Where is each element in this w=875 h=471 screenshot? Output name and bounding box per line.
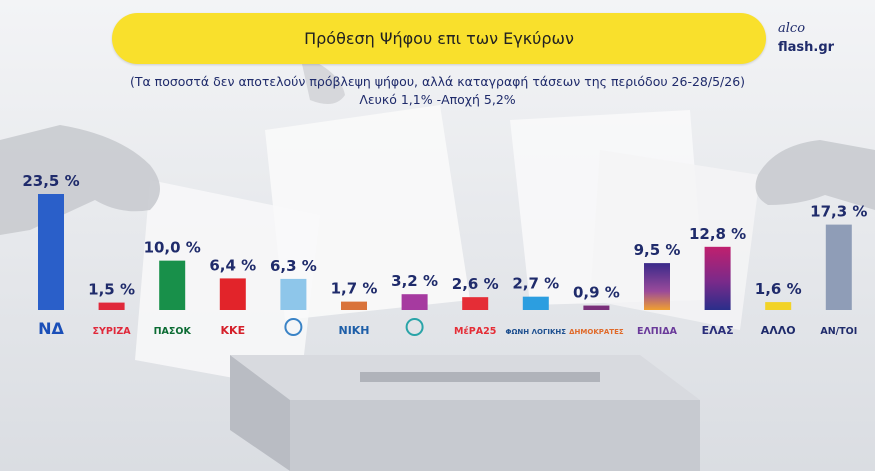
subtitle-note: (Τα ποσοστά δεν αποτελούν πρόβλεψη ψήφου…	[129, 74, 746, 89]
subtitle-blank-abstention: Λευκό 1,1% -Αποχή 5,2%	[359, 92, 516, 107]
party-logo-1: ΣΥΡΙΖΑ	[93, 326, 132, 337]
bar-0	[38, 194, 64, 310]
party-logo-2: ΠΑΣΟΚ	[154, 326, 192, 337]
value-label-0: 23,5 %	[22, 172, 79, 190]
bar-5	[341, 301, 367, 310]
party-logo-5: ΝΙΚΗ	[338, 324, 369, 337]
value-label-13: 17,3 %	[810, 203, 867, 221]
bar-1	[98, 302, 125, 310]
party-logo-10: ΕΛΠΙΔΑ	[637, 326, 678, 337]
value-label-7: 2,6 %	[452, 275, 499, 293]
brand-line-2: flash.gr	[778, 40, 835, 55]
party-logo-7: ΜέΡΑ25	[454, 326, 496, 337]
party-logo-0: ΝΔ	[38, 319, 64, 338]
bar-4	[280, 278, 307, 310]
value-label-1: 1,5 %	[88, 281, 135, 299]
party-logo-13: ΑΝ/ΤΟΙ	[820, 326, 857, 337]
party-logo-8: ΦΩΝΗ ΛΟΓΙΚΗΣ	[506, 328, 567, 336]
bar-6	[401, 294, 428, 310]
value-label-5: 1,7 %	[331, 280, 378, 298]
value-label-10: 9,5 %	[634, 241, 681, 259]
bar-8	[522, 296, 549, 310]
brand-line-1: alco	[778, 21, 806, 36]
bar-13	[825, 224, 852, 310]
party-logo-11: ΕΛΑΣ	[702, 324, 734, 337]
value-label-4: 6,3 %	[270, 257, 317, 275]
party-emblem-6	[405, 318, 424, 336]
chart-title-text: Πρόθεση Ψήφου επι των Εγκύρων	[304, 29, 574, 48]
value-label-12: 1,6 %	[755, 280, 802, 298]
value-label-9: 0,9 %	[573, 284, 620, 302]
bar-7	[462, 297, 489, 310]
chart-title: Πρόθεση Ψήφου επι των Εγκύρων	[112, 13, 766, 64]
party-logo-9: ΔΗΜΟΚΡΑΤΕΣ	[569, 328, 624, 336]
value-label-11: 12,8 %	[689, 225, 746, 243]
value-label-6: 3,2 %	[391, 272, 438, 290]
party-emblem-4	[284, 318, 303, 336]
bar-11	[704, 246, 731, 310]
bar-2	[159, 260, 186, 310]
bar-9	[583, 305, 610, 310]
value-label-2: 10,0 %	[144, 239, 201, 257]
value-label-3: 6,4 %	[209, 256, 256, 274]
brand-logo: alco flash.gr	[778, 19, 858, 57]
party-logo-3: ΚΚΕ	[221, 324, 246, 337]
bar-10	[644, 263, 670, 310]
bar-3	[219, 278, 246, 310]
value-label-8: 2,7 %	[512, 275, 559, 293]
bar-12	[765, 302, 792, 310]
party-logo-12: ΑΛΛΟ	[761, 324, 796, 337]
